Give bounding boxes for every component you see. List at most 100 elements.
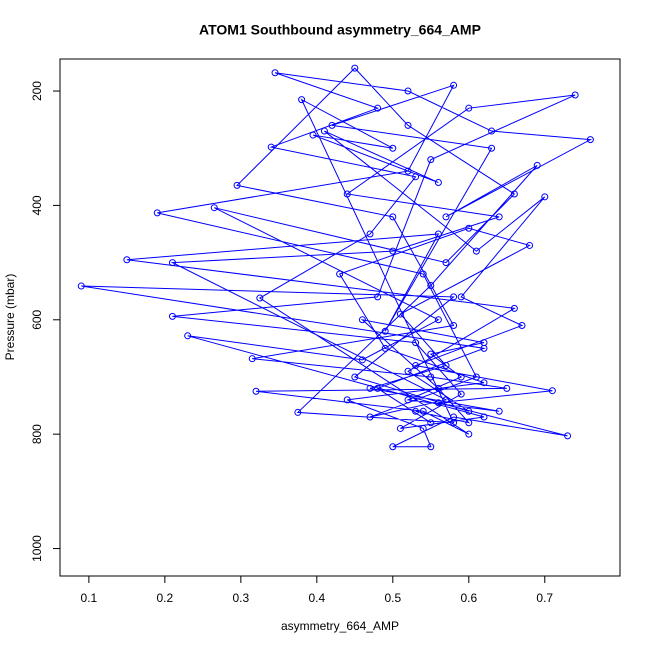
x-tick-label: 0.6	[460, 591, 477, 605]
point	[457, 293, 465, 301]
point	[351, 373, 359, 381]
point	[374, 104, 382, 112]
point	[412, 339, 420, 347]
point	[374, 384, 382, 392]
point	[434, 230, 442, 238]
point	[328, 121, 336, 129]
point	[427, 350, 435, 358]
point	[343, 396, 351, 404]
point	[389, 144, 397, 152]
point	[548, 387, 556, 395]
point	[495, 407, 503, 415]
point	[465, 430, 473, 438]
point	[434, 179, 442, 187]
point	[434, 399, 442, 407]
point	[434, 316, 442, 324]
point	[366, 413, 374, 421]
point	[427, 419, 435, 427]
point	[488, 144, 496, 152]
point	[450, 81, 458, 89]
point	[168, 259, 176, 267]
point	[586, 136, 594, 144]
point	[389, 247, 397, 255]
point	[457, 373, 465, 381]
point	[248, 355, 256, 363]
point	[336, 270, 344, 278]
point	[457, 390, 465, 398]
point	[419, 407, 427, 415]
point	[427, 443, 435, 451]
point	[267, 143, 275, 151]
point	[480, 413, 488, 421]
point	[419, 424, 427, 432]
x-tick-label: 0.2	[157, 591, 174, 605]
point	[412, 362, 420, 370]
x-tick-label: 0.3	[232, 591, 249, 605]
point	[343, 190, 351, 198]
point	[495, 213, 503, 221]
point	[366, 230, 374, 238]
point	[351, 64, 359, 72]
point	[366, 384, 374, 392]
y-tick-label: 200	[30, 81, 44, 101]
point	[442, 362, 450, 370]
point	[503, 384, 511, 392]
point	[442, 259, 450, 267]
point	[153, 209, 161, 217]
point	[434, 384, 442, 392]
point	[358, 356, 366, 364]
point	[564, 432, 572, 440]
point	[404, 396, 412, 404]
point	[271, 69, 279, 77]
point	[412, 407, 420, 415]
point	[252, 387, 260, 395]
point	[77, 282, 85, 290]
point	[442, 396, 450, 404]
point	[450, 413, 458, 421]
point	[374, 293, 382, 301]
point	[450, 322, 458, 330]
point	[309, 131, 317, 139]
point	[294, 408, 302, 416]
y-tick-label: 400	[30, 195, 44, 215]
y-tick-label: 1000	[30, 535, 44, 562]
chart-title: ATOM1 Southbound asymmetry_664_AMP	[199, 22, 481, 38]
point	[510, 304, 518, 312]
x-tick-label: 0.5	[384, 591, 401, 605]
point	[541, 193, 549, 201]
y-tick-label: 800	[30, 424, 44, 444]
point	[427, 156, 435, 164]
point	[256, 294, 264, 302]
point	[442, 213, 450, 221]
point	[298, 96, 306, 104]
point	[427, 281, 435, 289]
point	[480, 379, 488, 387]
point	[465, 419, 473, 427]
point	[571, 91, 579, 99]
point	[168, 312, 176, 320]
point	[404, 167, 412, 175]
point	[389, 443, 397, 451]
point	[381, 344, 389, 352]
plot-frame	[59, 58, 621, 577]
x-tick-label: 0.1	[81, 591, 98, 605]
series-line	[81, 67, 593, 448]
point	[465, 224, 473, 232]
y-axis-label: Pressure (mbar)	[3, 274, 17, 361]
point	[233, 181, 241, 189]
point	[450, 293, 458, 301]
point	[123, 256, 131, 264]
point	[533, 161, 541, 169]
x-tick-label: 0.4	[308, 591, 325, 605]
point	[396, 424, 404, 432]
point	[465, 104, 473, 112]
point	[389, 213, 397, 221]
point	[465, 407, 473, 415]
point	[480, 339, 488, 347]
point	[404, 367, 412, 375]
point	[427, 373, 435, 381]
x-axis-label: asymmetry_664_AMP	[281, 619, 399, 633]
point	[510, 190, 518, 198]
point	[526, 241, 534, 249]
